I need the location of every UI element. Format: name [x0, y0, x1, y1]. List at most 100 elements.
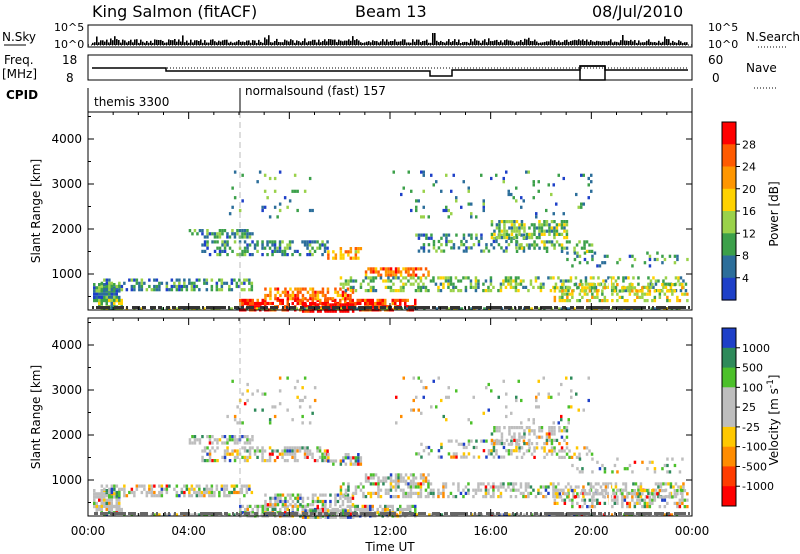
echo-cell	[432, 183, 435, 187]
echo-cell	[269, 301, 272, 306]
echo-cell	[344, 509, 347, 513]
echo-cell	[118, 301, 121, 306]
echo-cell	[414, 273, 418, 277]
echo-cell	[148, 284, 151, 289]
echo-cell	[357, 459, 360, 463]
echo-cell	[392, 485, 395, 489]
echo-cell	[364, 276, 368, 280]
echo-cell	[682, 485, 685, 489]
echo-cell	[499, 485, 503, 489]
echo-cell	[509, 282, 513, 286]
colorbar-segment	[722, 367, 736, 388]
echo-cell	[487, 408, 490, 412]
echo-cell	[269, 504, 272, 508]
echo-cell	[591, 457, 594, 461]
echo-cell	[254, 305, 257, 309]
ground-scatter-cell	[438, 306, 440, 309]
echo-cell	[573, 283, 577, 287]
echo-cell	[266, 240, 269, 244]
echo-cell	[113, 484, 116, 488]
echo-cell	[432, 246, 436, 250]
echo-cell	[319, 309, 322, 313]
echo-cell	[93, 492, 96, 496]
echo-cell	[554, 495, 558, 499]
echo-cell	[294, 297, 297, 301]
ground-scatter-cell	[618, 306, 620, 309]
echo-cell	[522, 439, 526, 443]
echo-cell	[663, 505, 667, 509]
echo-cell	[329, 493, 332, 497]
echo-cell	[387, 285, 390, 289]
echo-cell	[617, 276, 620, 280]
echo-cell	[487, 449, 491, 453]
echo-cell	[633, 460, 637, 464]
nsky-bar	[466, 41, 468, 45]
ground-scatter-cell	[312, 306, 314, 309]
echo-cell	[622, 279, 625, 283]
echo-cell	[211, 441, 214, 445]
echo-cell	[628, 289, 632, 293]
echo-cell	[445, 395, 448, 399]
echo-cell	[98, 495, 101, 499]
ground-scatter-cell	[116, 512, 118, 515]
echo-cell	[641, 460, 644, 464]
echo-cell	[208, 438, 212, 442]
echo-cell	[455, 439, 458, 443]
nsky-tick-bottom: 10^0	[54, 38, 84, 51]
echo-cell	[649, 279, 653, 283]
echo-cell	[334, 459, 338, 463]
echo-cell	[243, 235, 247, 239]
echo-cell	[354, 256, 358, 260]
x-tick-label: 16:00	[473, 524, 508, 538]
echo-cell	[576, 254, 579, 258]
echo-cell	[477, 488, 480, 492]
echo-cell	[527, 482, 530, 486]
nsky-bar	[658, 40, 660, 45]
ground-scatter-cell	[572, 512, 574, 515]
echo-cell	[553, 226, 556, 230]
echo-cell	[593, 251, 597, 255]
echo-cell	[230, 490, 234, 495]
echo-cell	[316, 449, 319, 453]
echo-cell	[412, 398, 415, 403]
echo-cell	[314, 290, 317, 294]
echo-cell	[105, 505, 108, 509]
echo-cell	[510, 411, 513, 415]
echo-cell	[545, 208, 548, 213]
echo-cell	[183, 490, 186, 495]
echo-cell	[100, 501, 103, 505]
echo-cell	[518, 513, 521, 517]
ground-scatter-cell	[672, 306, 674, 309]
echo-cell	[628, 286, 632, 290]
echo-cell	[372, 267, 375, 271]
echo-cell	[143, 281, 146, 285]
echo-cell	[495, 442, 499, 446]
ground-scatter-cell	[494, 306, 496, 309]
echo-cell	[220, 278, 224, 282]
echo-cell	[276, 455, 279, 459]
echo-cell	[198, 438, 202, 442]
echo-cell	[666, 457, 669, 461]
ground-scatter-cell	[600, 306, 602, 309]
echo-cell	[303, 307, 306, 311]
echo-cell	[115, 498, 118, 502]
echo-cell	[548, 223, 551, 227]
echo-cell	[470, 246, 473, 250]
echo-cell	[417, 236, 421, 240]
echo-cell	[576, 467, 579, 471]
echo-cell	[323, 455, 327, 459]
nsky-bar	[568, 41, 570, 45]
echo-cell	[228, 459, 232, 463]
echo-cell	[274, 293, 277, 298]
echo-cell	[419, 495, 423, 499]
echo-cell	[231, 435, 234, 439]
echo-cell	[631, 498, 634, 502]
echo-cell	[581, 283, 584, 287]
echo-cell	[286, 499, 290, 504]
echo-cell	[386, 507, 389, 512]
echo-cell	[641, 286, 644, 290]
velocity-colorbar-label: Velocity [m s-1]	[766, 375, 781, 466]
echo-cell	[376, 511, 379, 515]
echo-cell	[462, 243, 466, 247]
ground-scatter-cell	[168, 306, 170, 309]
